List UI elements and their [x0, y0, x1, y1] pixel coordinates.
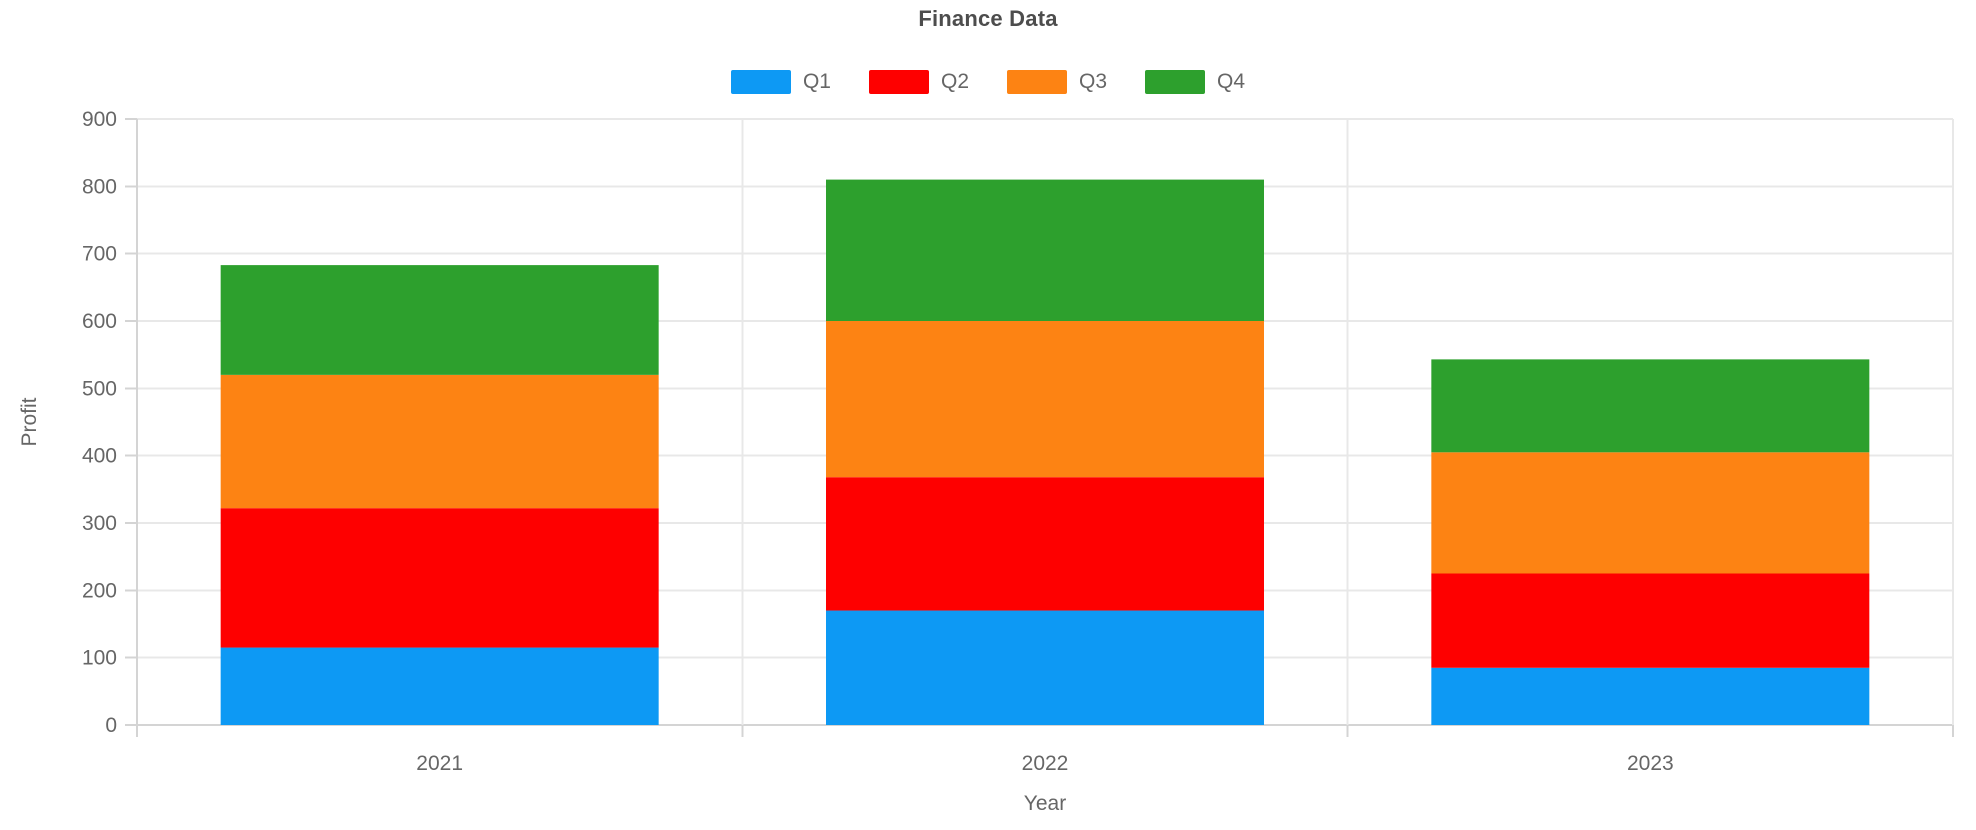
y-tick-label: 600 — [82, 310, 117, 333]
y-tick-label: 900 — [82, 108, 117, 131]
y-axis-title: Profit — [18, 397, 41, 446]
x-axis-title: Year — [1024, 792, 1066, 815]
y-tick-label: 100 — [82, 647, 117, 670]
y-tick-label: 700 — [82, 243, 117, 266]
bar-segment-2022-q4[interactable] — [826, 179, 1264, 321]
legend-swatch-icon — [868, 70, 929, 94]
y-tick-label: 800 — [82, 175, 117, 198]
bar-segment-2022-q2[interactable] — [826, 477, 1264, 611]
chart-title: Finance Data — [918, 6, 1058, 31]
bar-segment-2022-q1[interactable] — [826, 610, 1264, 725]
legend-label: Q3 — [1079, 70, 1108, 93]
legend-swatch-icon — [1007, 70, 1067, 94]
y-tick-label: 300 — [82, 512, 117, 535]
legend-label: Q4 — [1217, 70, 1246, 93]
x-tick-label: 2023 — [1627, 752, 1674, 775]
y-tick-label: 400 — [82, 445, 117, 468]
bar-segment-2022-q3[interactable] — [826, 321, 1264, 478]
bar-segment-2021-q4[interactable] — [220, 265, 659, 375]
y-tick-label: 0 — [105, 714, 117, 737]
legend-item-q4[interactable]: Q4 — [1145, 70, 1245, 94]
bar-segment-2023-q4[interactable] — [1431, 359, 1870, 453]
y-tick-label: 200 — [82, 579, 117, 602]
bar-segment-2023-q2[interactable] — [1431, 573, 1870, 668]
bar-segment-2021-q2[interactable] — [220, 508, 659, 648]
bar-segment-2023-q1[interactable] — [1431, 667, 1870, 725]
y-tick-label: 500 — [82, 377, 117, 400]
chart-legend: Q1 Q2 Q3 Q4 — [0, 70, 1976, 94]
legend-item-q1[interactable]: Q1 — [730, 70, 831, 94]
legend-item-q3[interactable]: Q3 — [1007, 70, 1107, 94]
bar-segment-2023-q3[interactable] — [1431, 452, 1870, 574]
legend-label: Q1 — [802, 70, 831, 93]
x-tick-label: 2021 — [416, 752, 463, 775]
legend-swatch-icon — [730, 70, 791, 94]
bar-segment-2021-q1[interactable] — [220, 647, 659, 725]
legend-item-q2[interactable]: Q2 — [868, 70, 969, 94]
legend-swatch-icon — [1145, 70, 1206, 94]
bar-segment-2021-q3[interactable] — [220, 374, 659, 509]
x-tick-label: 2022 — [1022, 752, 1069, 775]
legend-label: Q2 — [940, 70, 969, 93]
